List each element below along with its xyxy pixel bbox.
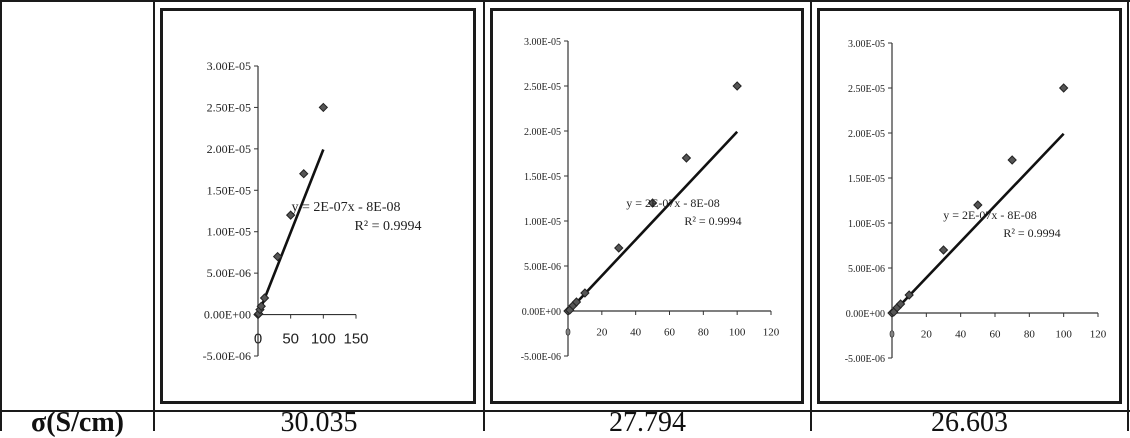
x-tick-label: 40 — [955, 329, 967, 341]
x-tick-label: 120 — [763, 327, 780, 339]
data-point — [732, 81, 742, 91]
conductivity-chart-1: -5.00E-06 0.00E+00 5.00E-06 1.00E-05 1.50E-0… — [203, 59, 422, 363]
r-squared-label: R² = 0.9994 — [684, 214, 741, 228]
data-point — [938, 245, 949, 255]
y-tick-label: 0.00E+00 — [522, 307, 561, 318]
trendline-equation: y = 2E-07x - 8E-08 — [292, 200, 401, 215]
y-tick-label: 2.50E-05 — [524, 82, 561, 93]
y-tick-label: 0.00E+00 — [846, 309, 885, 320]
y-tick-label: 0.00E+00 — [204, 308, 251, 322]
table-border-right — [1127, 0, 1129, 431]
data-point — [973, 200, 983, 210]
y-tick-label: 2.00E-05 — [207, 142, 251, 156]
table-divider-3 — [810, 0, 812, 431]
x-tick-label: 0 — [889, 329, 895, 341]
data-point — [272, 251, 283, 262]
x-tick-label: 150 — [343, 331, 368, 348]
y-tick-label: 3.00E-05 — [524, 37, 561, 48]
conductivity-value-1: 30.035 — [280, 407, 358, 438]
y-tick-label: 1.50E-05 — [848, 174, 885, 185]
y-tick-label: 2.50E-05 — [848, 84, 885, 95]
x-tick-label: 80 — [698, 327, 710, 339]
table-border-top — [0, 0, 1130, 2]
r-squared-label: R² = 0.9994 — [1003, 226, 1060, 240]
y-tick-label: 5.00E-06 — [207, 266, 251, 280]
table-divider-1 — [153, 0, 155, 431]
r-squared-label: R² = 0.9994 — [355, 219, 422, 234]
y-tick-label: 2.50E-05 — [207, 100, 251, 114]
table-border-left — [0, 0, 2, 431]
x-tick-label: 80 — [1024, 329, 1036, 341]
conductivity-chart-3: -5.00E-06 0.00E+00 5.00E-06 1.00E-05 1.50E-0… — [845, 39, 1107, 365]
x-tick-label: 120 — [1090, 329, 1107, 341]
x-tick-label: 20 — [921, 329, 933, 341]
y-tick-label: 1.50E-05 — [524, 172, 561, 183]
x-tick-label: 60 — [664, 327, 676, 339]
data-point — [647, 198, 658, 208]
trendline-equation: y = 2E-07x - 8E-08 — [626, 196, 719, 210]
y-tick-label: 5.00E-06 — [524, 262, 561, 273]
data-point — [299, 169, 309, 179]
x-tick-label: 100 — [311, 331, 336, 348]
x-tick-label: 100 — [1055, 329, 1072, 341]
data-point — [580, 288, 590, 298]
y-tick-label: -5.00E-06 — [521, 352, 561, 363]
x-tick-label: 50 — [282, 331, 299, 348]
y-tick-label: -5.00E-06 — [203, 349, 251, 363]
y-tick-label: 1.00E-05 — [524, 217, 561, 228]
data-point — [1007, 155, 1017, 165]
y-tick-label: 3.00E-05 — [207, 59, 251, 73]
x-tick-label: 0 — [565, 327, 571, 339]
x-tick-label: 40 — [630, 327, 642, 339]
trendline — [567, 130, 739, 313]
y-tick-label: 3.00E-05 — [848, 39, 885, 50]
data-point — [895, 299, 906, 309]
y-tick-label: 1.00E-05 — [207, 225, 251, 239]
conductivity-value-3: 26.603 — [931, 407, 1008, 438]
data-point — [1058, 83, 1069, 93]
conductivity-chart-2: -5.00E-06 0.00E+00 5.00E-06 1.00E-05 1.50E-0… — [521, 37, 780, 363]
y-tick-label: -5.00E-06 — [845, 354, 885, 365]
x-tick-label: 100 — [729, 327, 746, 339]
x-tick-label: 60 — [990, 329, 1002, 341]
chart-panel-3: -5.00E-06 0.00E+00 5.00E-06 1.00E-05 1.50E-0… — [817, 8, 1122, 404]
table-divider-2 — [483, 0, 485, 431]
data-point — [256, 301, 266, 311]
trendline — [891, 132, 1065, 315]
y-tick-label: 2.00E-05 — [848, 129, 885, 140]
data-point — [259, 293, 270, 303]
data-point — [614, 243, 624, 253]
y-tick-label: 1.50E-05 — [207, 183, 251, 197]
x-tick-label: 0 — [254, 331, 262, 348]
conductivity-value-2: 27.794 — [609, 407, 686, 438]
chart-panel-2: -5.00E-06 0.00E+00 5.00E-06 1.00E-05 1.50E-0… — [490, 8, 804, 404]
trendline — [256, 149, 325, 316]
data-point — [571, 297, 582, 307]
x-tick-label: 20 — [596, 327, 608, 339]
trendline-equation: y = 2E-07x - 8E-08 — [943, 208, 1036, 222]
y-tick-label: 2.00E-05 — [524, 127, 561, 138]
y-tick-label: 5.00E-06 — [848, 264, 885, 275]
data-point — [904, 290, 914, 300]
conductivity-row-label: σ(S/cm) — [31, 407, 124, 438]
table-row-divider — [0, 410, 1130, 412]
data-point — [285, 210, 296, 220]
data-point — [318, 102, 329, 113]
data-point — [681, 153, 692, 163]
chart-panel-1: -5.00E-06 0.00E+00 5.00E-06 1.00E-05 1.50E-0… — [160, 8, 476, 404]
y-tick-label: 1.00E-05 — [848, 219, 885, 230]
